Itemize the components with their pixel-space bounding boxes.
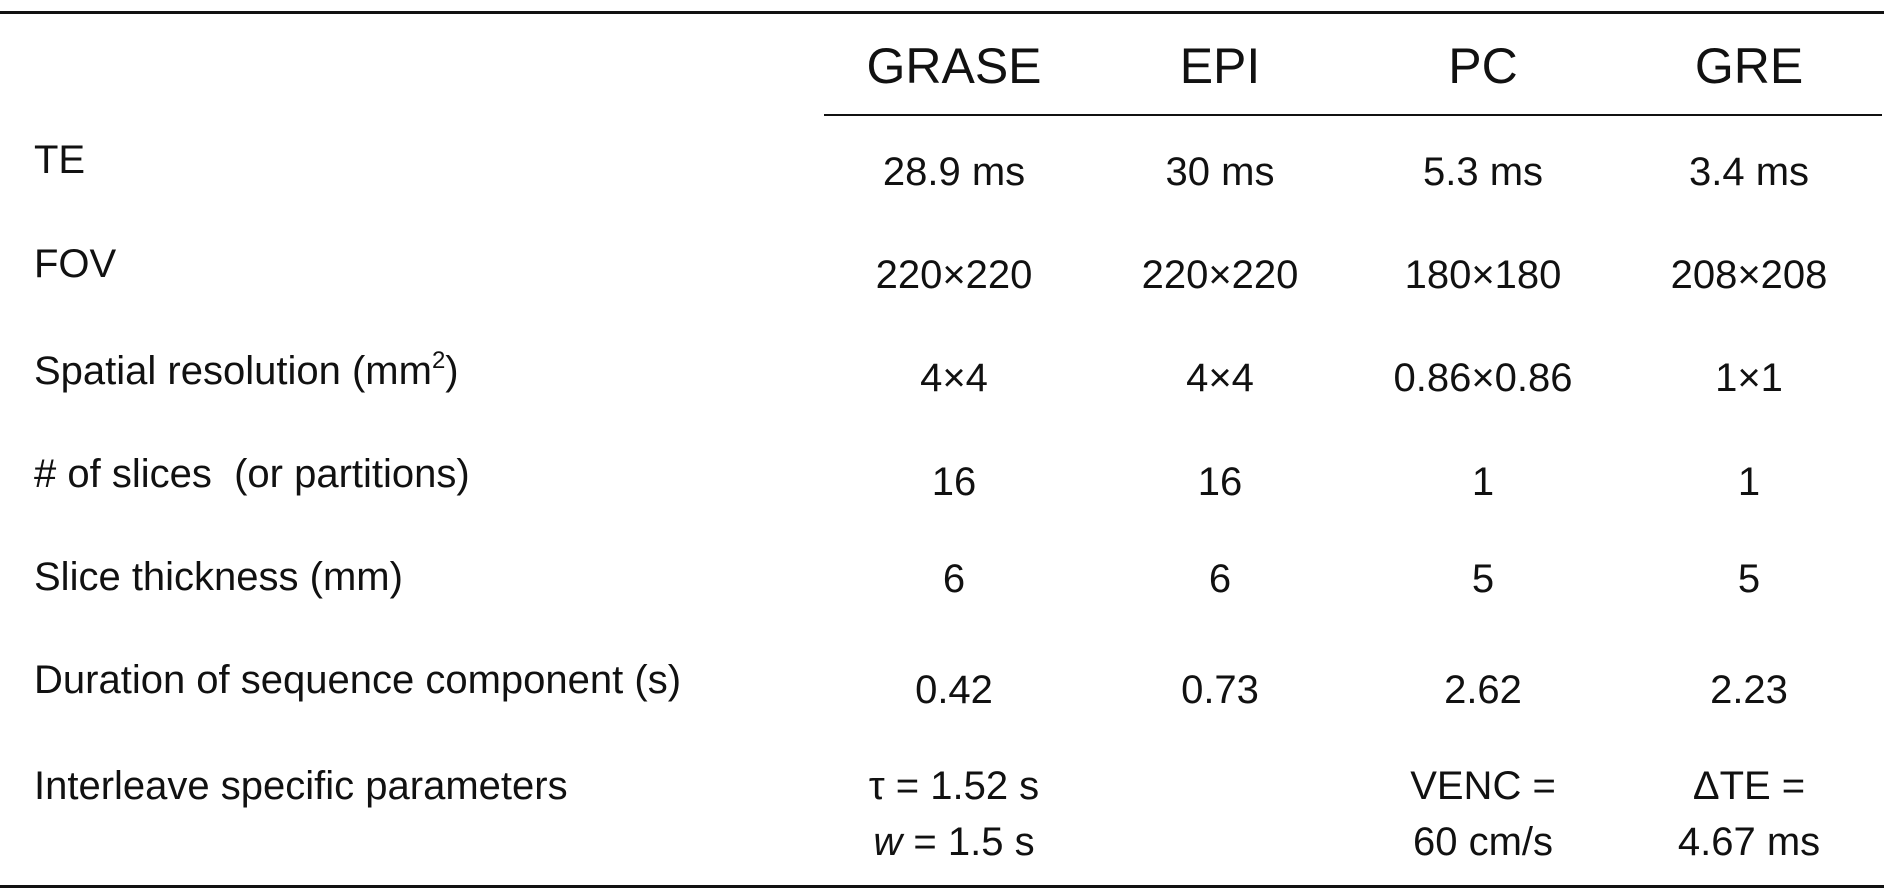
row-label-text: FOV: [34, 242, 117, 286]
cell: 2.62: [1444, 668, 1522, 712]
cell: 30 ms: [1165, 150, 1275, 194]
cell: 16: [931, 460, 977, 504]
bottom-rule: [0, 885, 1884, 888]
italic-symbol: w: [873, 820, 903, 864]
cell: 220×220: [1141, 253, 1299, 297]
cell-line: 4.67 ms: [1677, 820, 1821, 864]
cell: 0.42: [915, 668, 993, 712]
cell: 6: [942, 557, 966, 601]
cell-line: w = 1.5 s: [873, 822, 1034, 862]
cell: 16: [1197, 460, 1243, 504]
row-label: Interleave specific parameters: [34, 766, 568, 806]
cell: 4×4: [1186, 356, 1254, 400]
cell-line: ΔTE =: [1692, 764, 1806, 808]
cell-line: VENC =: [1410, 764, 1556, 808]
header-rule: [824, 114, 1882, 116]
column-header: PC: [1448, 38, 1518, 94]
cell: 5.3 ms: [1422, 150, 1544, 194]
row-label-text: ): [445, 349, 459, 393]
row-label-text: Duration of sequence component (s): [34, 658, 682, 702]
row-label: Spatial resolution (mm2): [34, 347, 459, 393]
cell: 3.4 ms: [1688, 150, 1810, 194]
row-label-text: Interleave specific parameters: [34, 764, 568, 808]
cell: 28.9 ms: [882, 150, 1026, 194]
cell: 5: [1737, 557, 1761, 601]
cell-line: τ = 1.52 s: [868, 764, 1040, 808]
top-rule: [0, 11, 1884, 14]
row-label-text: Spatial resolution (mm: [34, 349, 432, 393]
row-label-text: # of slices (or partitions): [34, 452, 470, 496]
cell: 0.86×0.86: [1393, 356, 1573, 400]
cell: 5: [1471, 557, 1495, 601]
cell: 1×1: [1715, 356, 1783, 400]
cell: 1: [1471, 460, 1495, 504]
row-label-text: TE: [34, 138, 86, 182]
row-label: FOV: [34, 244, 116, 284]
superscript: 2: [431, 347, 446, 374]
cell: 6: [1208, 557, 1232, 601]
row-label: Slice thickness (mm): [34, 557, 403, 597]
cell: 180×180: [1404, 253, 1562, 297]
cell: 1: [1737, 460, 1761, 504]
cell: 0.73: [1181, 668, 1259, 712]
column-header: EPI: [1179, 38, 1261, 94]
cell-line: 60 cm/s: [1412, 820, 1554, 864]
row-label: Duration of sequence component (s): [34, 660, 681, 700]
row-label: # of slices (or partitions): [34, 454, 470, 494]
row-label: TE: [34, 140, 85, 180]
cell: 220×220: [875, 253, 1033, 297]
cell: 208×208: [1670, 253, 1828, 297]
column-header: GRASE: [866, 38, 1042, 94]
column-header: GRE: [1694, 38, 1804, 94]
cell: 2.23: [1710, 668, 1788, 712]
row-label-text: Slice thickness (mm): [34, 555, 403, 599]
cell: 4×4: [920, 356, 988, 400]
cell-text: = 1.5 s: [902, 820, 1035, 864]
